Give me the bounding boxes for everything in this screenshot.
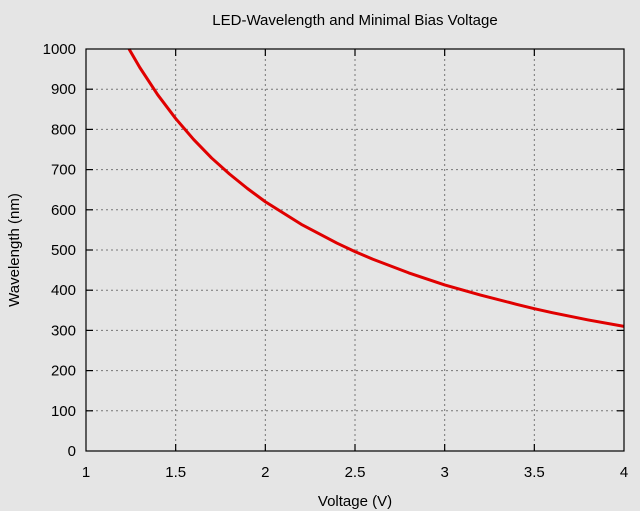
x-tick-label: 4 [620, 464, 628, 481]
x-axis-title: Voltage (V) [318, 493, 392, 510]
x-tick-label: 3 [440, 464, 448, 481]
series-line-wavelength [127, 48, 625, 328]
y-tick-label: 400 [51, 282, 76, 299]
x-tick-label: 3.5 [524, 464, 545, 481]
y-axis-title: Wavelength (nm) [6, 193, 23, 307]
y-tick-label: 600 [51, 202, 76, 219]
y-tick-label: 0 [68, 443, 76, 460]
x-tick-label: 1 [82, 464, 90, 481]
x-tick-label: 2 [261, 464, 269, 481]
y-tick-label: 700 [51, 162, 76, 179]
y-axis: 0 100 200 300 400 500 600 700 800 900 1000 [43, 41, 624, 460]
x-tick-label: 1.5 [165, 464, 186, 481]
y-tick-label: 200 [51, 363, 76, 380]
y-tick-label: 900 [51, 81, 76, 98]
y-tick-label: 300 [51, 322, 76, 339]
y-tick-label: 800 [51, 121, 76, 138]
x-tick-label: 2.5 [345, 464, 366, 481]
chart-title: LED-Wavelength and Minimal Bias Voltage [212, 12, 497, 29]
y-tick-label: 500 [51, 242, 76, 259]
plot-frame [85, 48, 625, 452]
y-tick-label: 1000 [43, 41, 76, 58]
y-tick-label: 100 [51, 403, 76, 420]
x-axis: 1 1.5 2 2.5 3 3.5 4 [82, 49, 628, 481]
